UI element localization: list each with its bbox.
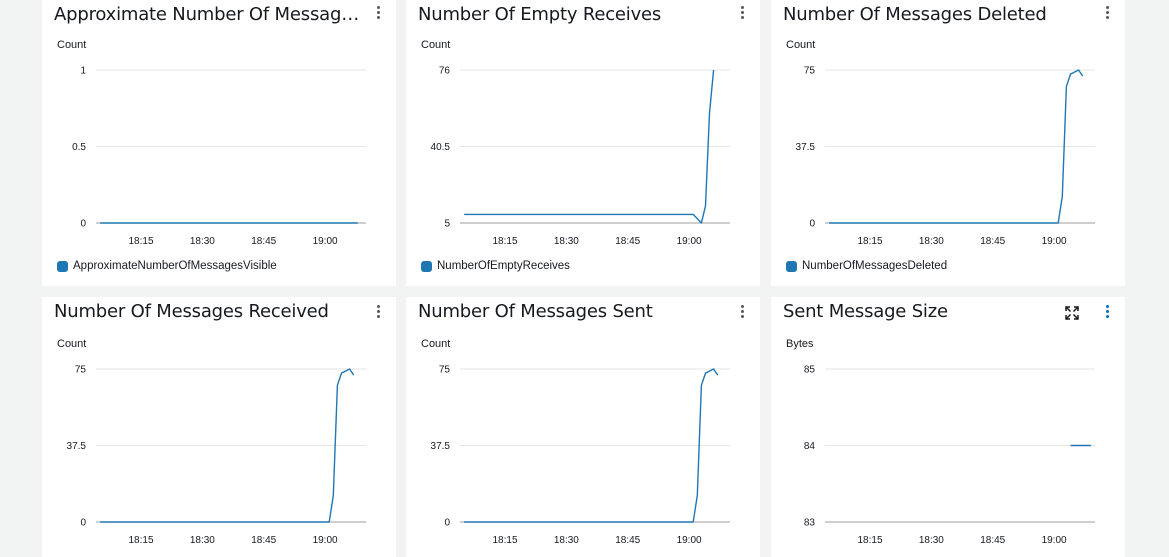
x-tick-label: 19:00	[677, 236, 702, 247]
series-line	[464, 69, 715, 224]
y-tick-label: 37.5	[67, 441, 87, 452]
x-tick-label: 18:30	[190, 236, 215, 247]
y-tick-label: 40.5	[431, 142, 451, 153]
x-tick-label: 18:30	[554, 236, 579, 247]
widget-actions-menu-icon[interactable]	[736, 5, 750, 21]
y-tick-label: 76	[439, 66, 451, 77]
y-tick-label: 84	[804, 441, 816, 452]
legend-swatch	[786, 260, 797, 272]
metric-widget: Approximate Number Of Messages VisibleCo…	[42, 0, 396, 286]
y-axis-unit-label: Count	[421, 39, 451, 51]
x-tick-label: 18:45	[980, 535, 1005, 546]
line-chart: 5 40.5 76 18:15 18:30 18:45 19:00	[431, 66, 730, 247]
line-chart: 0 37.5 75 18:15 18:30 18:45 19:00	[796, 66, 1095, 247]
x-tick-label: 19:00	[677, 535, 702, 546]
legend-label: ApproximateNumberOfMessagesVisible	[73, 260, 277, 272]
x-tick-label: 18:30	[919, 236, 944, 247]
metric-widget: Number Of Empty Receives Count 5 40.5 76 18:1…	[406, 0, 760, 286]
chart-legend[interactable]: NumberOfEmptyReceives	[421, 259, 570, 273]
x-tick-label: 18:15	[128, 236, 153, 247]
x-tick-label: 19:00	[313, 535, 338, 546]
y-axis-unit-label: Count	[57, 338, 87, 350]
x-tick-label: 18:30	[190, 535, 215, 546]
line-chart: 0 37.5 75 18:15 18:30 18:45 19:00	[431, 365, 730, 546]
x-tick-label: 18:45	[251, 535, 276, 546]
x-tick-label: 18:45	[251, 236, 276, 247]
y-tick-label: 1	[80, 66, 86, 77]
widget-actions-menu-icon[interactable]	[372, 304, 386, 320]
legend-swatch	[57, 260, 68, 272]
y-axis-unit-label: Count	[57, 39, 87, 51]
x-tick-label: 19:00	[1042, 236, 1067, 247]
expand-widget-icon[interactable]	[1065, 306, 1079, 320]
metric-widget: Number Of Messages Received Count 0 37.5 75 1…	[42, 297, 396, 557]
legend-label: NumberOfEmptyReceives	[437, 260, 570, 272]
x-tick-label: 18:45	[615, 535, 640, 546]
y-tick-label: 37.5	[431, 441, 451, 452]
y-tick-label: 0	[80, 219, 86, 230]
y-tick-label: 0	[444, 518, 450, 529]
y-tick-label: 75	[439, 365, 451, 376]
series-line	[829, 69, 1084, 224]
x-tick-label: 18:30	[554, 535, 579, 546]
series-line	[464, 368, 719, 523]
chart-legend[interactable]: NumberOfMessagesDeleted	[786, 259, 947, 273]
series-line	[100, 368, 355, 523]
y-tick-label: 5	[444, 219, 450, 230]
metric-widget: Sent Message Size Bytes 83 84 85 18:15 18:30 18…	[771, 297, 1125, 557]
widget-actions-menu-icon[interactable]	[1101, 5, 1115, 21]
y-axis-unit-label: Count	[421, 338, 451, 350]
x-tick-label: 18:15	[492, 236, 517, 247]
metric-widget: Number Of Messages Deleted Count 0 37.5 75 18…	[771, 0, 1125, 286]
x-tick-label: 18:15	[857, 535, 882, 546]
y-tick-label: 37.5	[796, 142, 816, 153]
widget-actions-menu-icon[interactable]	[1101, 304, 1115, 320]
legend-swatch	[421, 260, 432, 272]
x-tick-label: 18:30	[919, 535, 944, 546]
y-tick-label: 75	[75, 365, 87, 376]
x-tick-label: 19:00	[1042, 535, 1067, 546]
widget-actions-menu-icon[interactable]	[736, 304, 750, 320]
y-axis-unit-label: Count	[786, 39, 816, 51]
line-chart: 83 84 85 18:15 18:30 18:45 19:00	[804, 365, 1095, 546]
x-tick-label: 18:15	[128, 535, 153, 546]
chart-legend[interactable]: ApproximateNumberOfMessagesVisible	[57, 259, 277, 273]
y-tick-label: 0	[80, 518, 86, 529]
line-chart: 0 0.5 1 18:15 18:30 18:45 19:00	[72, 66, 366, 247]
x-tick-label: 19:00	[313, 236, 338, 247]
y-tick-label: 85	[804, 365, 816, 376]
y-tick-label: 0.5	[72, 142, 86, 153]
legend-label: NumberOfMessagesDeleted	[802, 260, 948, 272]
widget-actions-menu-icon[interactable]	[372, 5, 386, 21]
y-tick-label: 0	[809, 219, 815, 230]
x-tick-label: 18:15	[857, 236, 882, 247]
x-tick-label: 18:45	[980, 236, 1005, 247]
y-tick-label: 83	[804, 518, 816, 529]
x-tick-label: 18:15	[492, 535, 517, 546]
y-axis-unit-label: Bytes	[786, 338, 814, 350]
y-tick-label: 75	[804, 66, 816, 77]
metric-widget: Number Of Messages Sent Count 0 37.5 75 18:15…	[406, 297, 760, 557]
line-chart: 0 37.5 75 18:15 18:30 18:45 19:00	[67, 365, 366, 546]
x-tick-label: 18:45	[615, 236, 640, 247]
